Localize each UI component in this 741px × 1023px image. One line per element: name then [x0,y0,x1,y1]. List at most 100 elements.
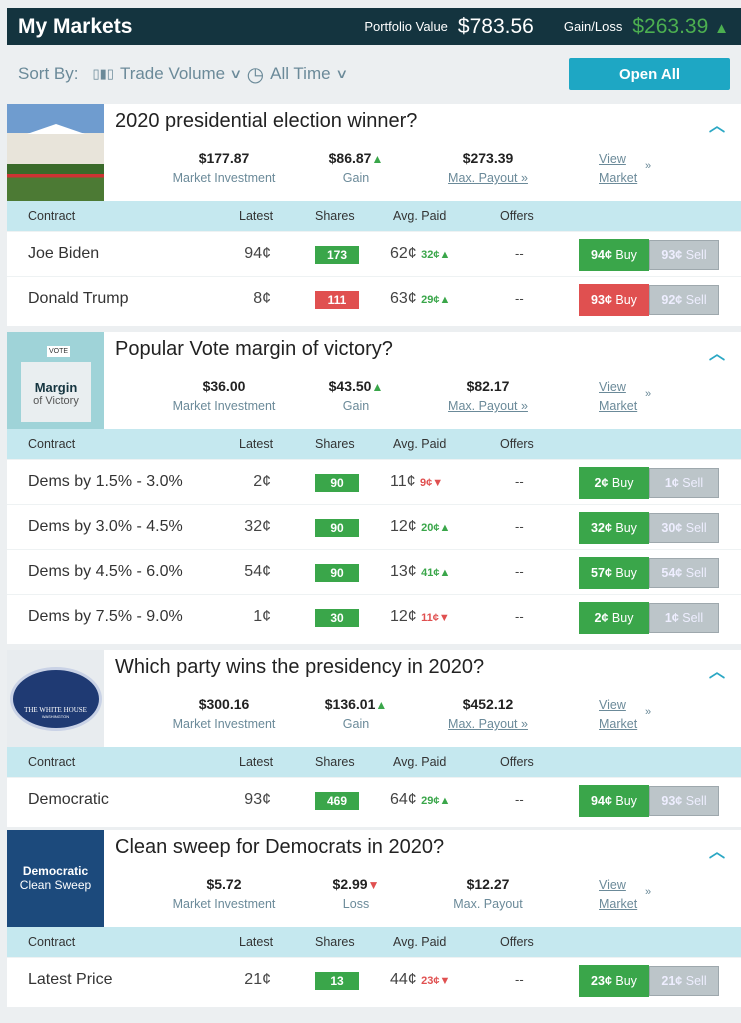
buy-price: 32¢ [591,521,612,535]
col-contract: Contract [28,755,76,769]
table-header: Contract Latest Shares Avg. Paid Offers [7,201,741,231]
table-header: Contract Latest Shares Avg. Paid Offers [7,747,741,777]
avg-delta: 32¢ [421,249,440,261]
shares-badge: 111 [315,291,359,309]
market-link-text[interactable]: Market [599,717,638,731]
sell-label: Sell [685,566,707,580]
view-link-text[interactable]: View [599,152,626,166]
market-title[interactable]: Clean sweep for Democrats in 2020? [115,836,445,858]
sell-label: Sell [685,974,707,988]
sell-price: 92¢ [661,293,683,307]
sell-button[interactable]: 1¢ Sell [649,603,719,633]
gain-stat: $136.01▲ Gain [291,696,421,731]
gain-value: $136.01 [324,696,376,712]
clock-icon: ◷ [246,63,265,86]
market-image: Margin of Victory VOTE [7,332,104,429]
contract-name: Joe Biden [28,245,100,262]
col-contract: Contract [28,935,76,949]
sell-button[interactable]: 54¢ Sell [649,558,719,588]
sell-button[interactable]: 1¢ Sell [649,468,719,498]
view-link-text[interactable]: View [599,878,626,892]
table-row: Donald Trump 8¢ 111 63¢ 29¢▲ -- 93¢ Buy … [7,276,741,321]
buy-label: Buy [615,521,637,535]
payout-link[interactable]: Max. Payout » [448,171,528,185]
sell-button[interactable]: 93¢ Sell [649,786,719,816]
sell-label: Sell [682,611,704,625]
shares-badge: 469 [315,792,359,810]
buy-button[interactable]: 93¢ Buy [579,284,649,316]
view-market-link[interactable]: View Market [599,150,637,188]
arrow-down-icon: ▼ [439,975,451,987]
view-link-text[interactable]: View [599,698,626,712]
market-title[interactable]: Popular Vote margin of victory? [115,338,393,360]
avg-paid: 44¢ 23¢▼ [390,971,450,989]
table-header: Contract Latest Shares Avg. Paid Offers [7,429,741,459]
market-link-text[interactable]: Market [599,399,638,413]
table-row: Dems by 4.5% - 6.0% 54¢ 90 13¢ 41¢▲ -- 5… [7,549,741,594]
offers-value: -- [515,474,524,489]
arrow-up-icon: ▲ [714,19,729,37]
buy-price: 93¢ [591,293,612,307]
shares-badge: 90 [315,474,359,492]
col-latest: Latest [239,209,274,223]
open-all-button[interactable]: Open All [569,58,730,90]
avg-paid: 11¢ 9¢▼ [390,473,443,491]
sell-label: Sell [685,794,707,808]
market-link-text[interactable]: Market [599,897,638,911]
buy-button[interactable]: 23¢ Buy [579,965,649,997]
view-market-link[interactable]: View Market [599,876,637,914]
view-market-link[interactable]: View Market [599,378,637,416]
buy-button[interactable]: 2¢ Buy [579,467,649,499]
chevron-up-icon[interactable]: ︿ [708,844,725,861]
buy-button[interactable]: 32¢ Buy [579,512,649,544]
chevron-up-icon[interactable]: ︿ [708,118,725,135]
buy-price: 2¢ [594,611,609,625]
sell-button[interactable]: 21¢ Sell [649,966,719,996]
arrow-up-icon: ▲ [371,152,384,166]
sell-price: 93¢ [661,794,683,808]
image-caption: Margin [34,380,78,395]
sell-button[interactable]: 92¢ Sell [649,285,719,315]
contract-name: Latest Price [28,971,113,988]
buy-label: Buy [615,293,637,307]
buy-button[interactable]: 57¢ Buy [579,557,649,589]
buy-button[interactable]: 94¢ Buy [579,785,649,817]
contract-name: Dems by 1.5% - 3.0% [28,473,183,490]
avg-delta: 11¢ [421,612,439,624]
chevron-down-icon[interactable]: ∨ [229,66,243,81]
payout-value: $452.12 [462,696,514,712]
avg-paid-value: 11¢ [390,473,416,490]
buy-button[interactable]: 94¢ Buy [579,239,649,271]
buy-button[interactable]: 2¢ Buy [579,602,649,634]
payout-link: Max. Payout [453,897,523,911]
sell-button[interactable]: 93¢ Sell [649,240,719,270]
payout-link[interactable]: Max. Payout » [448,717,528,731]
portfolio-value: $783.56 [457,14,534,38]
col-contract: Contract [28,209,76,223]
chevron-down-icon[interactable]: ∨ [334,66,349,81]
latest-price: 1¢ [253,608,271,625]
sort-dropdown[interactable]: Trade Volume [119,64,226,83]
buy-price: 94¢ [591,794,612,808]
view-market-link[interactable]: View Market [599,696,637,734]
chevron-up-icon[interactable]: ︿ [708,346,725,363]
market-card: 2020 presidential election winner? ︿ $17… [7,104,741,326]
payout-link[interactable]: Max. Payout » [448,399,528,413]
gain-loss-value: $263.39 ▲ [632,15,729,39]
view-link-text[interactable]: View [599,380,626,394]
time-dropdown[interactable]: All Time [270,64,331,83]
sell-button[interactable]: 30¢ Sell [649,513,719,543]
market-card: THE WHITE HOUSE WASHINGTON Which party wi… [7,650,741,827]
avg-paid: 13¢ 41¢▲ [390,563,450,581]
payout-stat: $82.17 Max. Payout » [423,378,553,413]
gain-value: $86.87 [328,150,372,166]
latest-price: 2¢ [253,473,271,490]
latest-price: 54¢ [244,563,271,580]
market-link-text[interactable]: Market [599,171,638,185]
market-title[interactable]: Which party wins the presidency in 2020? [115,656,485,678]
offers-value: -- [515,564,524,579]
payout-value: $12.27 [466,876,510,892]
arrow-up-icon: ▲ [439,795,451,807]
chevron-up-icon[interactable]: ︿ [708,664,725,681]
market-title[interactable]: 2020 presidential election winner? [115,110,418,132]
